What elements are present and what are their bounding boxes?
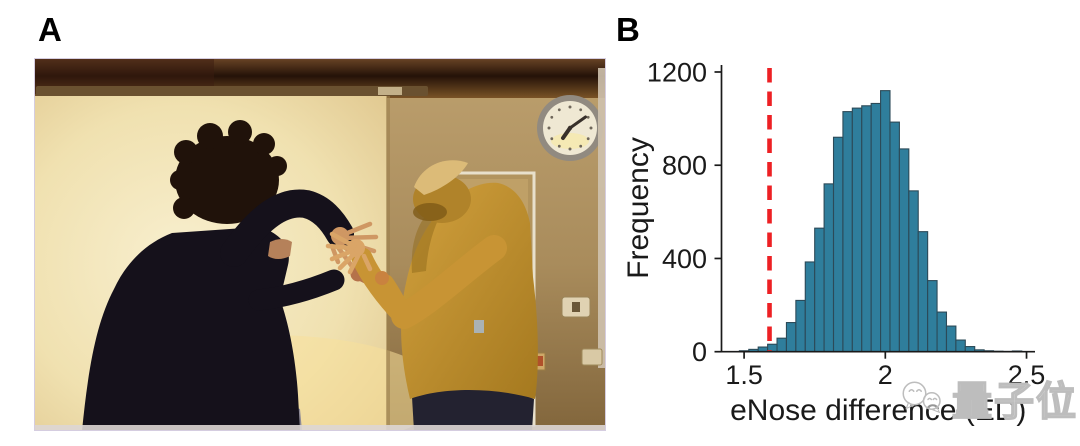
screen-case-tag (378, 87, 402, 95)
y-tick-label-400: 400 (662, 244, 707, 274)
person-right-lower-arm (378, 274, 414, 324)
histogram-bar (851, 107, 863, 353)
x-tick-label-1.5: 1.5 (725, 360, 763, 390)
clock-minute-hand (568, 115, 587, 130)
panel-a-label: A (38, 11, 62, 48)
person-left-torso (82, 227, 300, 431)
histogram-bar (795, 299, 806, 353)
histogram-bar (842, 111, 853, 353)
mirror-game-photo (34, 58, 606, 431)
histogram-bar (927, 280, 938, 353)
photo-border (34, 58, 606, 431)
hoodie-label (474, 320, 484, 333)
histogram-bar (955, 339, 966, 353)
histogram-bar (889, 121, 900, 353)
histogram-bar (880, 90, 891, 353)
panel-b-label: B (616, 11, 640, 48)
person-left-face (268, 239, 292, 259)
histogram-bar (898, 148, 910, 353)
histogram-bar (936, 311, 948, 353)
histogram-bar (776, 337, 787, 353)
person-left-lower-arm (248, 269, 345, 311)
x-tick-label-2.5: 2.5 (1008, 360, 1046, 390)
person-right-silhouette (325, 160, 538, 431)
histogram-bar (908, 190, 919, 353)
x-tick-label-2: 2 (878, 360, 893, 390)
x-axis-title: eNose difference (ED) (730, 394, 1026, 427)
y-tick-label-800: 800 (662, 151, 707, 181)
histogram-bar (917, 231, 929, 353)
histogram-bar (785, 322, 797, 353)
screen-case (36, 86, 428, 96)
y-tick-label-1200: 1200 (647, 57, 707, 87)
person-right-hair (414, 160, 468, 195)
panel-a-photo (34, 58, 606, 431)
histogram-bar (814, 227, 825, 353)
histogram-bar (804, 261, 816, 353)
histogram-bar (870, 102, 882, 353)
y-tick-label-0: 0 (692, 337, 707, 367)
person-right-torso (401, 182, 538, 399)
histogram-bar (823, 183, 835, 353)
wall-plate (581, 348, 603, 366)
y-axis-title: Frequency (622, 137, 655, 279)
wall-clock (537, 95, 603, 161)
person-right-hand (325, 231, 373, 275)
person-right-hand-2 (375, 271, 389, 285)
histogram-bar (832, 136, 844, 353)
histogram-bar (861, 105, 872, 353)
door-frame-strip (598, 68, 606, 368)
person-left-hair (170, 120, 287, 224)
person-left-raised-arm (220, 189, 354, 267)
person-left-silhouette (82, 120, 379, 431)
person-right-pants (412, 388, 534, 431)
histogram-chart: 0 400 800 1200 1.5 2 2.5 eNose difference (ED) F… (622, 57, 1046, 427)
histogram-bar (945, 325, 957, 353)
